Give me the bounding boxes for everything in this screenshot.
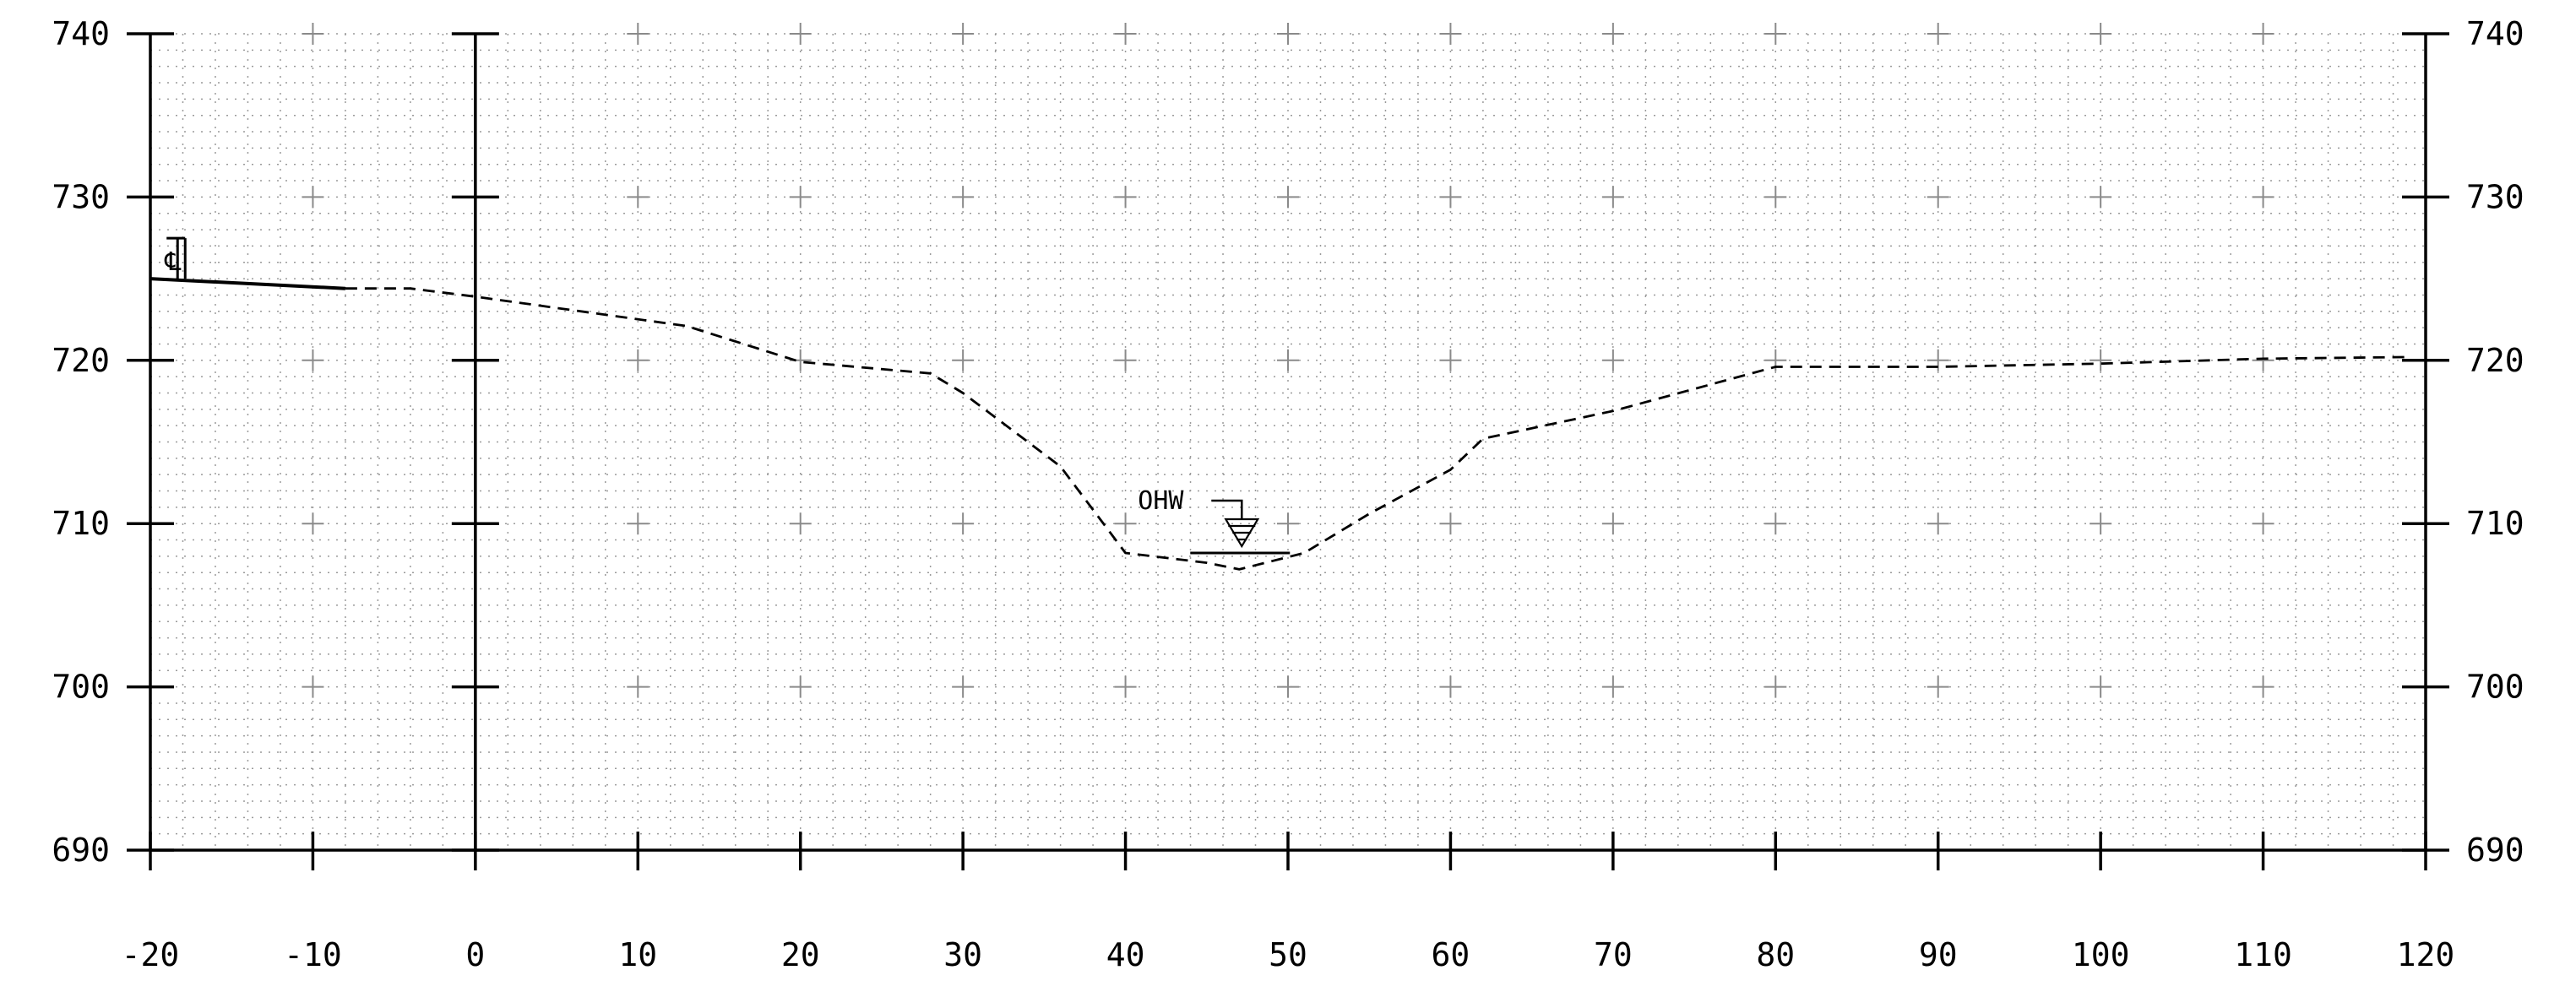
x-tick-label: 100 [2072, 936, 2130, 973]
y-tick-label-left: 740 [52, 15, 110, 52]
x-tick-label: 110 [2234, 936, 2292, 973]
ground-profile-line [345, 287, 2410, 571]
y-tick-label-left: 700 [52, 669, 110, 706]
x-tick-label: 10 [618, 936, 657, 973]
x-tick-label: -10 [284, 936, 342, 973]
x-tick-label: 60 [1432, 936, 1470, 973]
y-tick-label-right: 730 [2466, 178, 2524, 215]
x-tick-label: 70 [1594, 936, 1633, 973]
y-tick-label-left: 730 [52, 178, 110, 215]
x-tick-label: 40 [1106, 936, 1145, 973]
x-tick-label: 20 [781, 936, 820, 973]
x-tick-label: 0 [465, 936, 485, 973]
series [149, 236, 2410, 571]
y-tick-label-right: 720 [2466, 342, 2524, 379]
y-tick-label-left: 720 [52, 342, 110, 379]
y-tick-label-right: 690 [2466, 832, 2524, 869]
axes [127, 32, 2449, 870]
x-tick-label: 90 [1919, 936, 1958, 973]
y-tick-label-right: 700 [2466, 669, 2524, 706]
ohw-leader-line [1211, 499, 1243, 520]
x-tick-label: 50 [1269, 936, 1307, 973]
x-tick-label: 30 [943, 936, 982, 973]
existing-road-line [149, 277, 346, 290]
x-tick-label: -20 [122, 936, 180, 973]
x-tick-label: 120 [2397, 936, 2455, 973]
y-tick-label-right: 740 [2466, 15, 2524, 52]
y-tick-label-left: 710 [52, 505, 110, 542]
annotations: OHW ℄ [164, 247, 1184, 516]
centerline-label: ℄ [164, 247, 182, 277]
grid [149, 23, 2427, 851]
x-tick-label: 80 [1756, 936, 1795, 973]
ohw-label: OHW [1138, 486, 1184, 516]
y-tick-label-right: 710 [2466, 505, 2524, 542]
y-tick-label-left: 690 [52, 832, 110, 869]
